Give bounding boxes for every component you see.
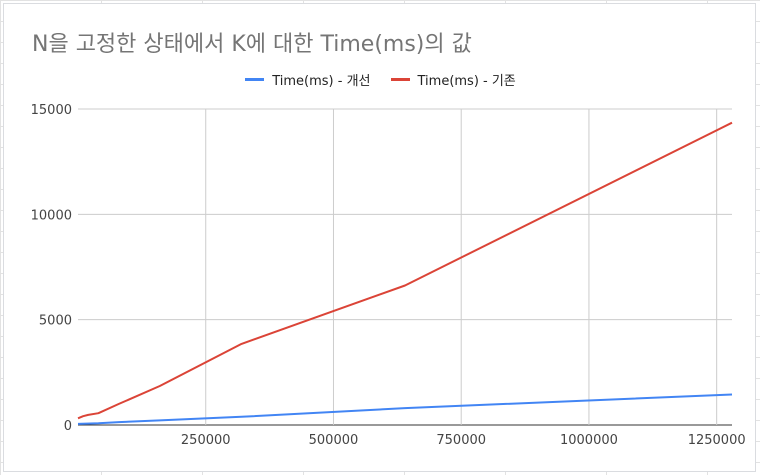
legend-swatch-improved: [245, 78, 265, 81]
chart-legend: Time(ms) - 개선 Time(ms) - 기존: [4, 70, 757, 89]
legend-label-original: Time(ms) - 기존: [417, 74, 516, 89]
x-tick-label: 1000000: [560, 433, 618, 448]
y-tick-label: 5000: [39, 314, 72, 329]
legend-label-improved: Time(ms) - 개선: [272, 74, 371, 89]
y-tick-label: 0: [64, 419, 72, 434]
legend-swatch-original: [390, 78, 410, 81]
y-tick-label: 15000: [31, 103, 72, 118]
x-tick-label: 750000: [436, 433, 486, 448]
x-tick-label: 250000: [181, 433, 231, 448]
series-line-original: [77, 121, 733, 420]
x-tick-label: 500000: [309, 433, 359, 448]
y-tick-label: 10000: [31, 208, 72, 223]
chart-title: N을 고정한 상태에서 K에 대한 Time(ms)의 값: [32, 32, 472, 57]
series-line-improved: [77, 393, 733, 425]
legend-item-original[interactable]: Time(ms) - 기존: [390, 70, 516, 89]
legend-item-improved[interactable]: Time(ms) - 개선: [245, 70, 371, 89]
chart-container[interactable]: N을 고정한 상태에서 K에 대한 Time(ms)의 값 Time(ms) -…: [3, 3, 756, 472]
chart-plot-area: 0 5000 10000 15000 250000 500000 750000 1000000…: [31, 103, 746, 448]
x-tick-label: 1250000: [688, 433, 746, 448]
